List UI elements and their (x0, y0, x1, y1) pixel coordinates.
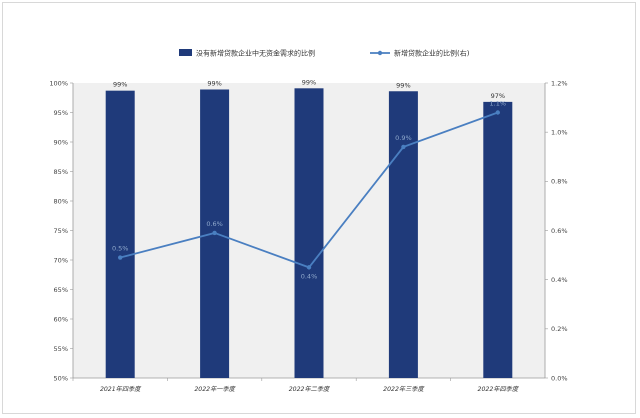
line-data-label: 0.5% (112, 245, 129, 253)
bar-data-label: 99% (396, 81, 410, 89)
bar-data-label: 99% (207, 79, 221, 87)
bar (294, 88, 324, 378)
category-label: 2021年四季度 (100, 385, 142, 393)
line-point (495, 110, 500, 115)
category-label: 2022年二季度 (289, 385, 331, 393)
right-tick-label: 1.0% (551, 128, 568, 136)
left-tick-label: 100% (49, 79, 68, 87)
left-tick-label: 95% (54, 109, 68, 117)
line-point (306, 265, 312, 270)
left-tick-label: 75% (54, 227, 68, 235)
line-data-label: 0.6% (206, 220, 223, 228)
left-tick-label: 55% (54, 345, 68, 353)
left-tick-label: 60% (54, 315, 68, 323)
line-data-label: 0.4% (301, 272, 318, 280)
bar-data-label: 97% (491, 92, 505, 100)
left-tick-label: 70% (54, 256, 68, 264)
right-tick-label: 0.8% (551, 178, 568, 186)
bar (105, 90, 135, 379)
line-point (118, 255, 123, 260)
left-tick-label: 65% (54, 286, 68, 294)
line-data-label: 0.9% (395, 134, 412, 142)
bar-data-label: 99% (113, 81, 127, 89)
category-label: 2022年四季度 (478, 385, 520, 393)
bar-data-label: 99% (302, 78, 316, 86)
left-tick-label: 50% (54, 374, 68, 382)
right-tick-label: 0.0% (551, 374, 568, 382)
bar (388, 91, 418, 378)
combo-chart: 50% 55% 60% 65% 70% 75% 80% 85% 90% 95% 100% 0.0% 0.… (49, 48, 568, 393)
category-label: 2022年三季度 (383, 385, 425, 393)
right-tick-label: 1.2% (551, 79, 568, 87)
line-point (401, 144, 406, 150)
right-tick-label: 0.4% (551, 276, 568, 284)
right-tick-label: 0.2% (551, 325, 568, 333)
line-data-label: 1.1% (490, 100, 507, 108)
bar (483, 101, 513, 378)
legend-bar-swatch (179, 49, 192, 56)
right-tick-label: 0.6% (551, 227, 568, 235)
left-tick-label: 90% (54, 138, 68, 146)
category-label: 2022年一季度 (194, 385, 236, 393)
chart-frame: 50% 55% 60% 65% 70% 75% 80% 85% 90% 95% 100% 0.0% 0.… (2, 2, 636, 414)
left-tick-label: 85% (54, 168, 68, 176)
legend-bar-label: 没有新增贷款企业中无资金需求的比例 (196, 48, 315, 57)
line-point (212, 230, 217, 236)
left-tick-label: 80% (54, 197, 68, 205)
legend-line-label: 新增贷款企业的比例(右) (394, 48, 470, 57)
legend-line-marker (377, 50, 383, 56)
